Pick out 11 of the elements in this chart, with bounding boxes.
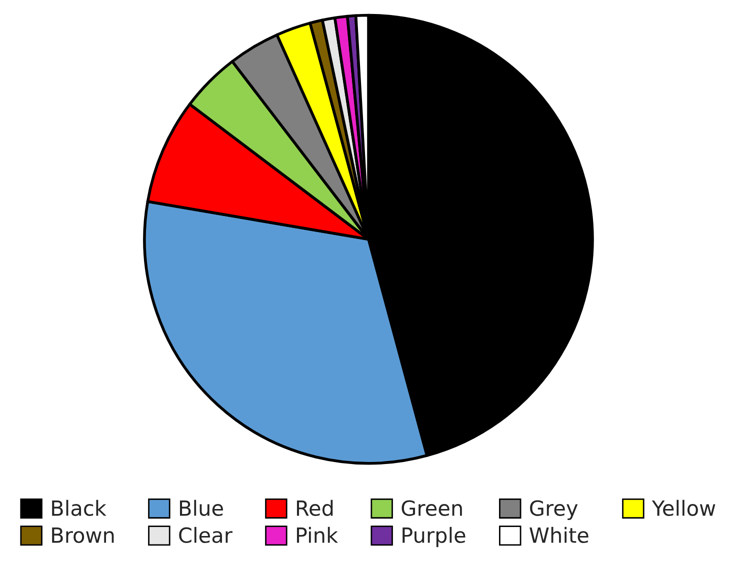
legend-label: Grey bbox=[530, 500, 578, 520]
legend-label: Blue bbox=[180, 500, 223, 516]
legend-label: Purple bbox=[402, 526, 466, 548]
legend-label: Yellow bbox=[652, 500, 716, 516]
legend-label: Pink bbox=[296, 526, 338, 543]
legend-label: Clear bbox=[179, 526, 232, 544]
legend-label: Black bbox=[52, 500, 106, 516]
legend-label: Green bbox=[402, 500, 462, 516]
legend-label: Red bbox=[296, 500, 333, 516]
legend-label: White bbox=[530, 526, 588, 544]
legend-label: Brown bbox=[52, 528, 114, 544]
